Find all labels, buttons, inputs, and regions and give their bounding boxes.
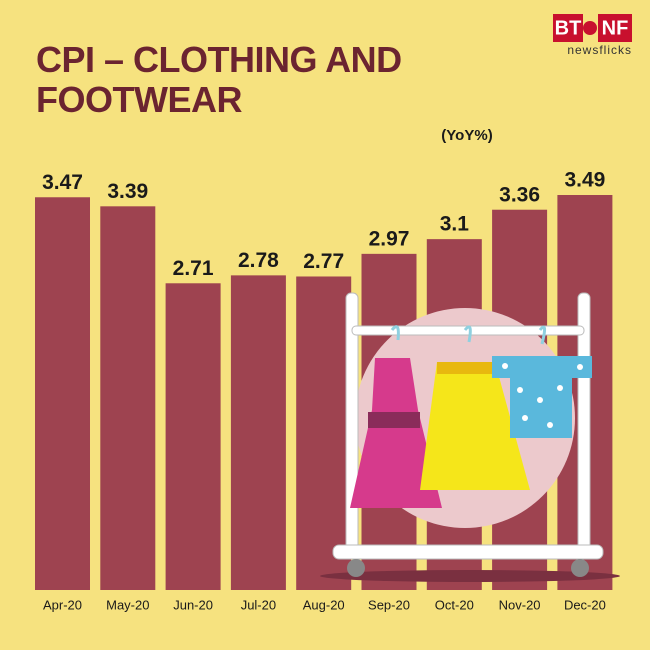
value-label: 3.39 (107, 180, 148, 203)
skirt (420, 362, 530, 490)
logo-dot (583, 21, 597, 35)
x-tick-label: Jun-20 (173, 597, 213, 612)
value-label: 3.49 (564, 169, 605, 192)
shadow (320, 570, 620, 582)
value-label: 2.97 (369, 227, 410, 250)
dress-belt (368, 412, 420, 428)
subtitle: (YoY%) (441, 127, 492, 144)
bar (165, 283, 221, 590)
clothing-rack-illustration (320, 292, 620, 582)
x-tick-label: Apr-20 (43, 597, 82, 612)
value-label: 3.36 (499, 183, 540, 206)
dress (350, 358, 442, 508)
logo-right: NF (602, 17, 629, 39)
bar (230, 275, 286, 590)
bar (296, 276, 352, 590)
chart-title: CPI – CLOTHING AND FOOTWEAR (36, 39, 402, 120)
wheel (571, 559, 589, 577)
value-label: 2.77 (303, 250, 344, 273)
bar (100, 206, 156, 590)
x-tick-label: May-20 (106, 597, 149, 612)
value-label: 3.1 (440, 213, 470, 236)
shirt (492, 356, 592, 438)
bar (35, 197, 90, 590)
value-label: 2.71 (173, 257, 214, 280)
rack-base (332, 544, 604, 560)
x-tick-label: Dec-20 (564, 597, 606, 612)
x-tick-label: Jul-20 (241, 597, 276, 612)
x-tick-label: Oct-20 (435, 597, 474, 612)
hangers (390, 325, 547, 345)
value-label: 3.47 (42, 171, 83, 194)
skirt-band (437, 362, 495, 374)
value-label: 2.78 (238, 249, 279, 272)
logo-box (553, 14, 583, 42)
logo-left: BT (555, 17, 582, 39)
logo-tagline: newsflicks (567, 43, 632, 57)
wheel (347, 559, 365, 577)
x-tick-label: Sep-20 (368, 597, 410, 612)
x-tick-label: Nov-20 (499, 597, 541, 612)
logo-box (598, 14, 632, 42)
x-tick-label: Aug-20 (303, 597, 345, 612)
shirt-dots (502, 363, 583, 428)
